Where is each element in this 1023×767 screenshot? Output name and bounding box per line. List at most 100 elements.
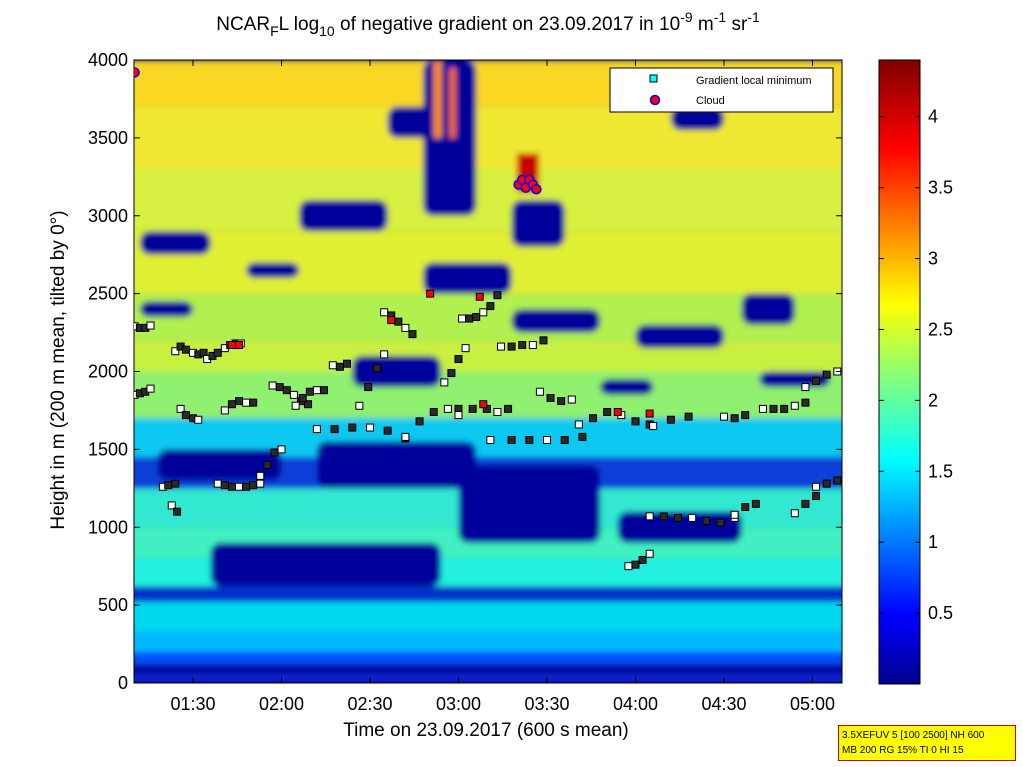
gradient-minimum-point	[447, 369, 456, 378]
gradient-minimum-point	[454, 355, 463, 364]
colorbar-tick-label: 2.5	[928, 319, 953, 339]
x-axis-title: Time on 23.09.2017 (600 s mean)	[343, 720, 629, 741]
gradient-minimum-point	[249, 481, 258, 490]
x-tick-label: 03:30	[524, 694, 569, 714]
y-axis-title: Height in m (200 m mean, tilted by 0°)	[48, 210, 69, 529]
gradient-minimum-point	[741, 503, 750, 512]
gradient-minimum-point	[560, 436, 569, 445]
gradient-minimum-point	[780, 404, 789, 413]
gradient-minimum-point	[364, 383, 373, 392]
gradient-minimum-point	[263, 460, 272, 469]
y-tick-label: 3500	[88, 128, 128, 148]
colorbar-ticks: 0.5 1 1.5 2 2.5 3 3.5 4	[879, 107, 953, 623]
gradient-minimum-point	[528, 341, 537, 350]
cloud-point	[134, 67, 140, 78]
y-tick-label: 2500	[88, 284, 128, 304]
gradient-minimum-point	[146, 321, 155, 330]
gradient-minimum-point	[401, 323, 410, 332]
gradient-minimum-point	[270, 448, 279, 457]
y-tick-label: 1000	[88, 517, 128, 537]
gradient-minimum-point	[328, 361, 337, 370]
colorbar-tick-label: 4	[928, 107, 938, 127]
gradient-minimum-point	[812, 492, 821, 501]
gradient-minimum-point	[751, 499, 760, 508]
gradient-minimum-point	[741, 411, 750, 420]
colorbar-tick-label: 0.5	[928, 603, 953, 623]
legend-minimum-marker	[649, 74, 658, 83]
gradient-minimum-point	[578, 432, 587, 441]
gradient-minimum-point	[429, 407, 438, 416]
gradient-minimum-point	[546, 393, 555, 402]
info-line-1: 3.5XEFUV 5 [100 2500] NH 600	[842, 730, 985, 741]
marker-layer	[134, 67, 842, 571]
gradient-minimum-point	[468, 404, 477, 413]
info-line-2: MB 200 RG 15% TI 0 HI 15	[842, 745, 964, 756]
gradient-minimum-point	[305, 387, 314, 396]
legend-cloud-label: Cloud	[696, 95, 725, 107]
gradient-minimum-point	[702, 517, 711, 526]
gradient-minimum-point	[479, 308, 488, 317]
gradient-minimum-point	[256, 471, 265, 480]
gradient-minimum-point	[631, 560, 640, 569]
gradient-minimum-point	[493, 291, 502, 300]
gradient-minimum-point	[613, 407, 622, 416]
gradient-minimum-point	[235, 341, 244, 350]
gradient-minimum-point	[557, 397, 566, 406]
gradient-minimum-point	[383, 426, 392, 435]
x-tick-label: 02:00	[259, 694, 304, 714]
gradient-minimum-point	[408, 330, 417, 339]
gradient-minimum-point	[235, 397, 244, 406]
gradient-minimum-point	[535, 387, 544, 396]
colorbar-tick-label: 1.5	[928, 461, 953, 481]
x-tick-label: 04:30	[701, 694, 746, 714]
x-tick-label: 04:00	[613, 694, 658, 714]
gradient-minimum-point	[567, 395, 576, 404]
gradient-minimum-point	[507, 342, 516, 351]
gradient-minimum-point	[525, 436, 534, 445]
y-tick-label: 0	[118, 673, 128, 693]
gradient-minimum-point	[220, 406, 229, 415]
gradient-minimum-point	[769, 404, 778, 413]
y-tick-label: 2000	[88, 362, 128, 382]
gradient-minimum-point	[146, 384, 155, 393]
gradient-minimum-point	[812, 376, 821, 385]
x-tick-label: 05:00	[790, 694, 835, 714]
gradient-minimum-point	[373, 364, 382, 373]
gradient-minimum-point	[542, 436, 551, 445]
gradient-minimum-point	[645, 409, 654, 418]
gradient-minimum-point	[171, 479, 180, 488]
gradient-minimum-point	[242, 482, 251, 491]
x-tick-label: 01:30	[170, 694, 215, 714]
gradient-minimum-point	[479, 400, 488, 409]
gradient-minimum-point	[365, 423, 374, 432]
x-tick-label: 02:30	[347, 694, 392, 714]
gradient-minimum-point	[719, 412, 728, 421]
gradient-minimum-point	[268, 381, 277, 390]
gradient-minimum-point	[465, 314, 474, 323]
gradient-minimum-point	[242, 398, 251, 407]
gradient-minimum-point	[440, 378, 449, 387]
gradient-minimum-point	[790, 509, 799, 518]
colorbar-tick-label: 3	[928, 249, 938, 269]
gradient-minimum-point	[335, 362, 344, 371]
gradient-minimum-point	[213, 479, 222, 488]
gradient-minimum-point	[638, 555, 647, 564]
gradient-minimum-point	[220, 481, 229, 490]
gradient-minimum-point	[454, 411, 463, 420]
gradient-minimum-point	[415, 417, 424, 426]
gradient-minimum-point	[277, 445, 286, 454]
gradient-minimum-point	[298, 393, 307, 402]
gradient-minimum-point	[173, 507, 182, 516]
y-tick-label: 3000	[88, 206, 128, 226]
colorbar-tick-label: 3.5	[928, 178, 953, 198]
gradient-minimum-point	[319, 386, 328, 395]
gradient-minimum-point	[518, 341, 527, 350]
gradient-minimum-point	[801, 499, 810, 508]
gradient-minimum-point	[649, 422, 658, 431]
gradient-minimum-point	[380, 350, 389, 359]
cloud-point	[531, 184, 542, 195]
gradient-minimum-point	[790, 401, 799, 410]
gradient-minimum-point	[574, 420, 583, 429]
gradient-minimum-point	[330, 425, 339, 434]
